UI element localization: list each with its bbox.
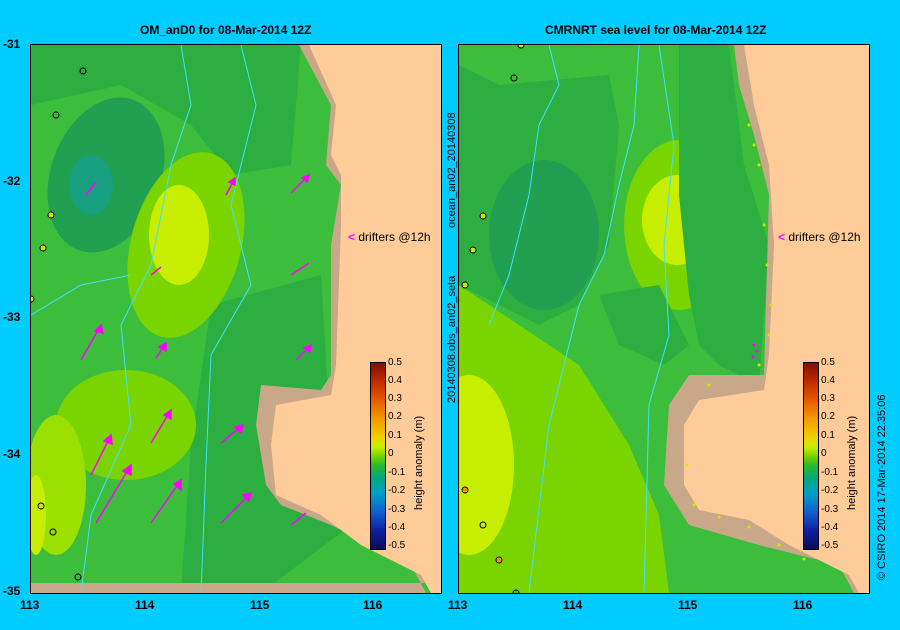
left-cb-tick: 0.5 bbox=[388, 357, 402, 368]
left-panel-title: OM_anD0 for 08-Mar-2014 12Z bbox=[140, 23, 312, 37]
lon-tick: 114 bbox=[563, 598, 583, 612]
left-cb-tick: 0.1 bbox=[388, 430, 402, 441]
lat-tick: -32 bbox=[3, 174, 21, 188]
right-cb-tick: 0 bbox=[821, 448, 827, 459]
lat-tick: -33 bbox=[3, 310, 21, 324]
right-drifter-text: drifters @12h bbox=[788, 230, 861, 244]
right-cb-tick: -0.2 bbox=[821, 485, 839, 496]
right-cb-tick: -0.4 bbox=[821, 522, 839, 533]
observation-dots bbox=[685, 123, 806, 561]
left-cb-tick: -0.5 bbox=[388, 540, 406, 551]
right-cb-tick: 0.2 bbox=[821, 411, 835, 422]
right-drifter-label: < drifters @12h bbox=[778, 230, 861, 244]
drifter-arrows bbox=[80, 173, 312, 526]
drifter-arrow-icon: < bbox=[778, 230, 786, 244]
right-cb-tick: -0.5 bbox=[821, 540, 839, 551]
side-label-bottom: 20140308.obs_an02_seta bbox=[446, 275, 458, 403]
left-cb-tick: -0.2 bbox=[388, 485, 406, 496]
lon-tick: 115 bbox=[250, 598, 270, 612]
lat-tick: -35 bbox=[3, 584, 21, 598]
station-markers bbox=[461, 45, 525, 593]
right-cb-tick: 0.4 bbox=[821, 375, 835, 386]
left-cb-tick: -0.3 bbox=[388, 504, 406, 515]
lon-tick: 116 bbox=[793, 598, 813, 612]
right-cb-tick: 0.5 bbox=[821, 357, 835, 368]
right-cb-tick: -0.1 bbox=[821, 467, 839, 478]
left-cb-tick: 0.4 bbox=[388, 375, 402, 386]
lat-tick: -34 bbox=[3, 447, 21, 461]
left-cb-tick: 0.2 bbox=[388, 411, 402, 422]
left-colorbar bbox=[370, 362, 386, 550]
lon-tick: 113 bbox=[20, 598, 40, 612]
left-drifter-label: < drifters @12h bbox=[348, 230, 431, 244]
drifter-arrow-icon: < bbox=[348, 230, 356, 244]
lon-tick: 115 bbox=[678, 598, 698, 612]
left-cb-tick: 0.3 bbox=[388, 393, 402, 404]
right-panel-title: CMRNRT sea level for 08-Mar-2014 12Z bbox=[545, 23, 767, 37]
left-cb-tick: -0.4 bbox=[388, 522, 406, 533]
drifter-dots bbox=[751, 343, 759, 359]
left-colorbar-label: height anomaly (m) bbox=[413, 415, 425, 510]
right-colorbar bbox=[803, 362, 819, 550]
lon-tick: 116 bbox=[363, 598, 383, 612]
side-label-top: ocean_an02_20140308 bbox=[446, 112, 458, 228]
credit-label: © CSIRO 2014 17-Mar-2014 22:35:06 bbox=[876, 394, 888, 580]
lon-tick: 113 bbox=[448, 598, 468, 612]
right-cb-tick: 0.3 bbox=[821, 393, 835, 404]
right-cb-tick: 0.1 bbox=[821, 430, 835, 441]
left-cb-tick: -0.1 bbox=[388, 467, 406, 478]
right-colorbar-label: height anomaly (m) bbox=[846, 415, 858, 510]
lat-tick: -31 bbox=[3, 37, 21, 51]
left-drifter-text: drifters @12h bbox=[358, 230, 431, 244]
station-markers bbox=[31, 67, 87, 581]
right-cb-tick: -0.3 bbox=[821, 504, 839, 515]
left-cb-tick: 0 bbox=[388, 448, 394, 459]
lon-tick: 114 bbox=[135, 598, 155, 612]
right-map bbox=[458, 44, 870, 594]
